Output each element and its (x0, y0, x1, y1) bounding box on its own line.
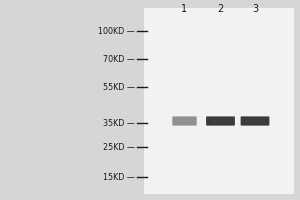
Text: 70KD —: 70KD — (103, 54, 135, 64)
FancyBboxPatch shape (144, 8, 294, 194)
FancyBboxPatch shape (172, 116, 197, 126)
Text: 2: 2 (218, 4, 224, 14)
Text: 1: 1 (182, 4, 188, 14)
Text: 35KD —: 35KD — (103, 118, 135, 128)
FancyBboxPatch shape (176, 120, 193, 122)
FancyBboxPatch shape (241, 116, 269, 126)
FancyBboxPatch shape (206, 116, 235, 126)
Text: 15KD —: 15KD — (103, 172, 135, 182)
FancyBboxPatch shape (245, 120, 265, 122)
Text: 25KD —: 25KD — (103, 142, 135, 152)
Text: 100KD —: 100KD — (98, 26, 135, 36)
FancyBboxPatch shape (211, 120, 230, 122)
Text: 55KD —: 55KD — (103, 83, 135, 92)
Text: 3: 3 (252, 4, 258, 14)
